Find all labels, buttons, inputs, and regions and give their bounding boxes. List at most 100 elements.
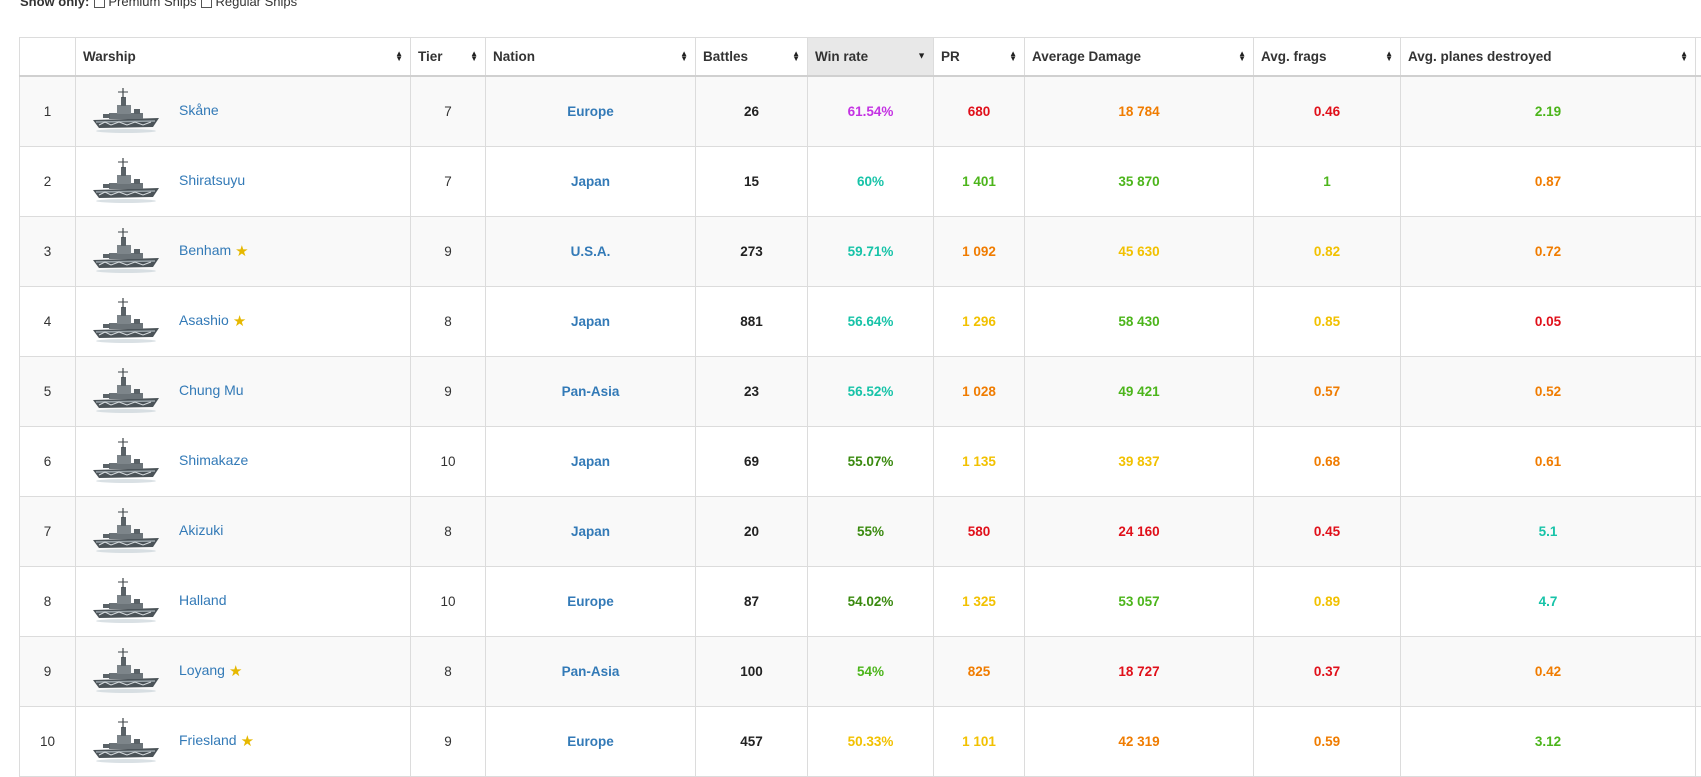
rank-cell: 2 <box>20 146 76 216</box>
regular-ships-label[interactable]: Regular Ships <box>215 0 297 10</box>
winrate-cell: 56.64% <box>808 286 934 356</box>
warship-cell: Shimakaze <box>76 426 411 496</box>
warship-cell: Benham ★ <box>76 216 411 286</box>
tier-cell: 9 <box>411 216 486 286</box>
sort-both-icon: ▲▼ <box>792 51 800 61</box>
premium-ships-label[interactable]: Premium Ships <box>108 0 196 10</box>
rank-cell: 3 <box>20 216 76 286</box>
table-row: 9 Loyang ★ 8 <box>20 636 1701 706</box>
tier-cell: 10 <box>411 566 486 636</box>
col-winrate-header[interactable]: Win rate▼ <box>808 38 934 76</box>
damage-cell: 18 784 <box>1025 76 1254 147</box>
pr-cell: 1 135 <box>934 426 1025 496</box>
pr-cell: 1 101 <box>934 706 1025 776</box>
ship-name-link[interactable]: Chung Mu <box>179 382 244 398</box>
planes-cell: 0.05 <box>1401 286 1696 356</box>
overflow-cell <box>1696 146 1701 216</box>
overflow-cell <box>1696 636 1701 706</box>
sort-both-icon: ▲▼ <box>1385 51 1393 61</box>
winrate-cell: 50.33% <box>808 706 934 776</box>
frags-cell: 0.46 <box>1254 76 1401 147</box>
frags-cell: 0.59 <box>1254 706 1401 776</box>
col-pr-label: PR <box>941 49 960 64</box>
ship-name-link[interactable]: Benham <box>179 242 231 258</box>
pr-cell: 680 <box>934 76 1025 147</box>
col-tier-label: Tier <box>418 49 443 64</box>
rank-cell: 7 <box>20 496 76 566</box>
damage-cell: 39 837 <box>1025 426 1254 496</box>
table-row: 3 Benham ★ 9 <box>20 216 1701 286</box>
planes-cell: 0.61 <box>1401 426 1696 496</box>
ship-name-link[interactable]: Akizuki <box>179 522 223 538</box>
frags-cell: 0.85 <box>1254 286 1401 356</box>
overflow-cell <box>1696 356 1701 426</box>
col-pr-header[interactable]: PR▲▼ <box>934 38 1025 76</box>
nation-cell: Europe <box>486 566 696 636</box>
nation-cell: Japan <box>486 426 696 496</box>
col-nation-label: Nation <box>493 49 535 64</box>
col-overflow-header <box>1696 38 1701 76</box>
winrate-cell: 54% <box>808 636 934 706</box>
ship-name-link[interactable]: Friesland <box>179 732 237 748</box>
premium-ships-checkbox[interactable] <box>94 0 105 8</box>
warship-cell: Akizuki <box>76 496 411 566</box>
ship-name-link[interactable]: Shiratsuyu <box>179 172 245 188</box>
premium-star-icon: ★ <box>233 312 246 330</box>
ship-name-link[interactable]: Halland <box>179 592 226 608</box>
damage-cell: 18 727 <box>1025 636 1254 706</box>
table-row: 10 Friesland ★ 9 <box>20 706 1701 776</box>
ship-name-link[interactable]: Shimakaze <box>179 452 248 468</box>
warship-cell: Chung Mu <box>76 356 411 426</box>
rank-cell: 5 <box>20 356 76 426</box>
regular-ships-checkbox[interactable] <box>201 0 212 8</box>
nation-cell: Japan <box>486 286 696 356</box>
overflow-cell <box>1696 496 1701 566</box>
rank-cell: 10 <box>20 706 76 776</box>
battles-cell: 20 <box>696 496 808 566</box>
col-battles-header[interactable]: Battles▲▼ <box>696 38 808 76</box>
ship-image <box>91 366 161 416</box>
battles-cell: 87 <box>696 566 808 636</box>
col-warship-label: Warship <box>83 49 136 64</box>
ship-name-link[interactable]: Skåne <box>179 102 219 118</box>
ship-name-link[interactable]: Loyang <box>179 662 225 678</box>
nation-cell: Europe <box>486 76 696 147</box>
damage-cell: 42 319 <box>1025 706 1254 776</box>
nation-cell: Pan-Asia <box>486 636 696 706</box>
battles-cell: 26 <box>696 76 808 147</box>
damage-cell: 45 630 <box>1025 216 1254 286</box>
warship-cell: Asashio ★ <box>76 286 411 356</box>
battles-cell: 100 <box>696 636 808 706</box>
overflow-cell <box>1696 566 1701 636</box>
col-planes-header[interactable]: Avg. planes destroyed▲▼ <box>1401 38 1696 76</box>
col-tier-header[interactable]: Tier▲▼ <box>411 38 486 76</box>
nation-cell: U.S.A. <box>486 216 696 286</box>
table-row: 1 Skåne 7 Eu <box>20 76 1701 147</box>
planes-cell: 2.19 <box>1401 76 1696 147</box>
frags-cell: 0.68 <box>1254 426 1401 496</box>
damage-cell: 24 160 <box>1025 496 1254 566</box>
battles-cell: 881 <box>696 286 808 356</box>
ship-image <box>91 436 161 486</box>
sort-both-icon: ▲▼ <box>1238 51 1246 61</box>
col-damage-header[interactable]: Average Damage▲▼ <box>1025 38 1254 76</box>
filter-bar: Show only: Premium Ships Regular Ships <box>20 0 302 10</box>
ship-image <box>91 156 161 206</box>
pr-cell: 1 401 <box>934 146 1025 216</box>
winrate-cell: 59.71% <box>808 216 934 286</box>
col-warship-header[interactable]: Warship▲▼ <box>76 38 411 76</box>
planes-cell: 0.87 <box>1401 146 1696 216</box>
premium-star-icon: ★ <box>229 662 242 680</box>
warship-cell: Skåne <box>76 76 411 147</box>
frags-cell: 0.89 <box>1254 566 1401 636</box>
table-row: 5 Chung Mu 9 <box>20 356 1701 426</box>
frags-cell: 1 <box>1254 146 1401 216</box>
col-nation-header[interactable]: Nation▲▼ <box>486 38 696 76</box>
pr-cell: 825 <box>934 636 1025 706</box>
battles-cell: 457 <box>696 706 808 776</box>
warship-cell: Halland <box>76 566 411 636</box>
frags-cell: 0.45 <box>1254 496 1401 566</box>
damage-cell: 58 430 <box>1025 286 1254 356</box>
col-frags-header[interactable]: Avg. frags▲▼ <box>1254 38 1401 76</box>
ship-name-link[interactable]: Asashio <box>179 312 229 328</box>
